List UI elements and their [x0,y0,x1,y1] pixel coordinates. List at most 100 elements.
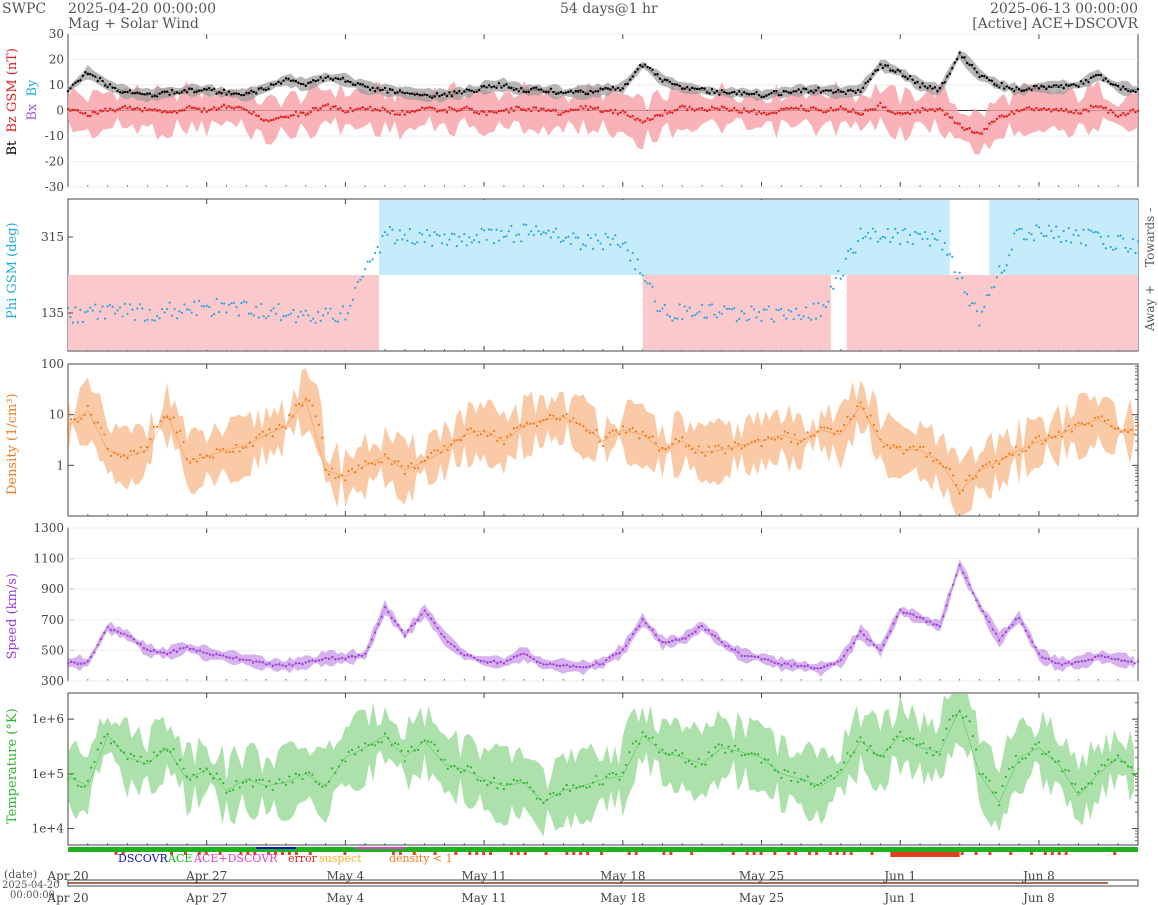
density-point [317,423,321,426]
phi-point [359,278,362,281]
bz-point [859,113,862,116]
bz-point [287,116,290,119]
phi-point [1119,234,1122,237]
bz-point [480,109,483,113]
temperature-point [895,735,899,738]
phi-point [705,316,709,319]
bt-point [220,92,223,95]
phi-point [535,225,538,228]
temperature-point [611,771,615,775]
temperature-point [294,772,297,775]
bz-point [599,110,602,113]
phi-point [644,280,647,283]
density-point [644,434,648,437]
temperature-point [628,751,631,754]
bt-point [108,83,112,86]
temperature-point [625,763,628,767]
bz-point [532,106,535,109]
bz-point [91,110,94,114]
temperature-point [165,749,169,752]
phi-point [1025,238,1028,241]
phi-point [641,274,644,277]
bz-point [658,114,662,117]
temperature-point [608,772,611,775]
bt-point [247,91,251,95]
phi-point [230,302,233,305]
temperature-point [704,763,707,766]
density-point [714,445,717,448]
density-point [572,417,575,420]
phi-point [465,244,468,247]
bt-point [193,91,196,94]
phi-point [133,318,136,322]
bt-point [207,87,211,90]
bt-point [663,78,667,81]
temperature-point [271,788,274,791]
phi-point [421,233,424,236]
density-point [585,429,588,432]
phi-point [136,307,139,310]
bz-point [520,108,523,111]
phi-point [1079,242,1083,245]
density-point [307,399,311,402]
bz-point [1040,108,1043,111]
phi-point [495,228,498,231]
density-point [390,463,393,466]
phi-point [554,227,558,230]
bz-point [993,120,996,123]
density-point [697,445,700,448]
bz-point [666,112,669,115]
phi-point [458,235,461,238]
bt-point [106,86,109,89]
source-error-mark [1043,852,1047,855]
bz-point [686,108,689,112]
density-point [241,446,245,450]
phi-sector-away [949,275,990,350]
source-error-mark [516,852,520,855]
phi-point [71,321,75,324]
density-point [608,431,611,434]
temperature-point [558,793,562,796]
bt-point [341,76,345,79]
bt-point [225,93,228,96]
density-point [350,467,354,470]
bt-point [450,94,454,98]
phi-point [247,312,250,315]
temperature-point [879,754,882,757]
density-point [948,468,951,471]
bz-point [765,113,768,116]
phi-point [485,238,488,242]
source-error-mark [849,852,853,855]
phi-point [331,317,335,320]
phi-point [205,304,208,307]
bt-point [529,87,533,91]
phi-point [980,310,984,313]
temperature-point [1027,753,1031,756]
temperature-point [971,734,974,738]
phi-point [525,223,528,226]
bz-point [428,106,431,109]
density-point [786,431,790,435]
phi-point [582,243,585,246]
phi-point [329,307,332,310]
speed-point [383,605,387,609]
temperature-point [681,752,684,755]
density-point [215,448,218,451]
source-error-mark [828,852,832,855]
phi-point [797,314,800,317]
bz-point [316,109,320,112]
bt-point [433,95,436,98]
bz-point [705,109,709,113]
temperature-point [288,775,291,778]
phi-point [760,319,763,323]
temperature-point [773,769,776,772]
bz-point [445,111,449,114]
bz-point [1134,111,1137,114]
phi-point [277,302,280,306]
bz-point [284,115,288,119]
source-error-block [890,852,960,857]
bt-point [257,87,260,90]
phi-point [720,312,723,315]
density-point [899,445,902,448]
temperature-point [86,779,89,782]
